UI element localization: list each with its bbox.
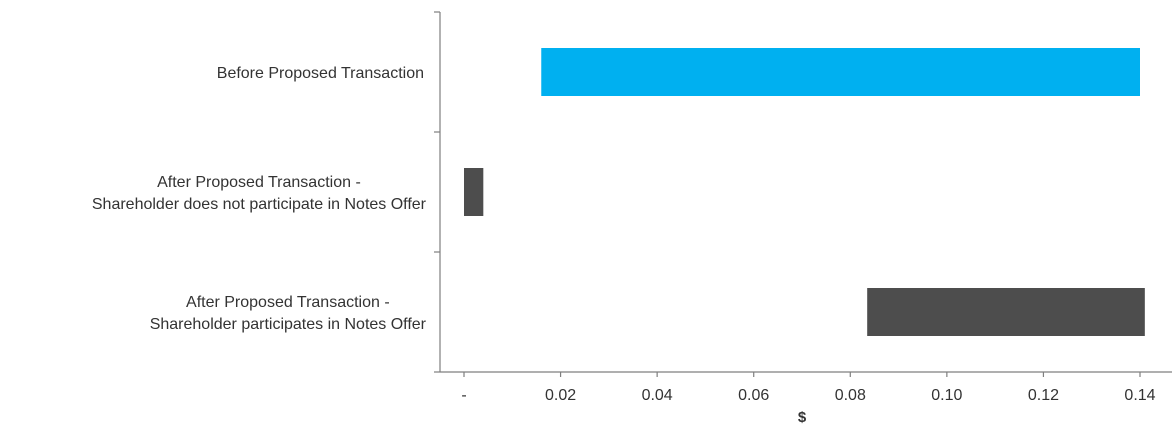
category-label-line: Shareholder participates in Notes Offer bbox=[150, 316, 427, 333]
x-tick-label: 0.10 bbox=[931, 387, 962, 404]
x-tick-label: 0.14 bbox=[1124, 387, 1155, 404]
x-tick-label: 0.02 bbox=[545, 387, 576, 404]
x-tick-labels: - 0.02 0.04 0.06 0.08 0.10 0.12 0.14 bbox=[461, 372, 1156, 404]
bar-1 bbox=[541, 48, 1140, 96]
category-label-line: After Proposed Transaction - bbox=[186, 294, 390, 311]
bar-3 bbox=[867, 288, 1145, 336]
category-label-line: After Proposed Transaction - bbox=[157, 174, 361, 191]
category-labels: Before Proposed Transaction After Propose… bbox=[92, 65, 427, 333]
bars-group bbox=[464, 48, 1145, 336]
x-tick-label: 0.06 bbox=[738, 387, 769, 404]
bar-2 bbox=[464, 168, 484, 216]
x-tick-label: - bbox=[461, 387, 466, 404]
x-tick-label: 0.08 bbox=[835, 387, 866, 404]
axes bbox=[434, 11, 1172, 373]
category-label-line: Shareholder does not participate in Note… bbox=[92, 196, 427, 213]
x-tick-label: 0.12 bbox=[1028, 387, 1059, 404]
category-label-line: Before Proposed Transaction bbox=[217, 65, 424, 82]
x-tick-label: 0.04 bbox=[642, 387, 673, 404]
x-axis-title: $ bbox=[798, 409, 807, 426]
